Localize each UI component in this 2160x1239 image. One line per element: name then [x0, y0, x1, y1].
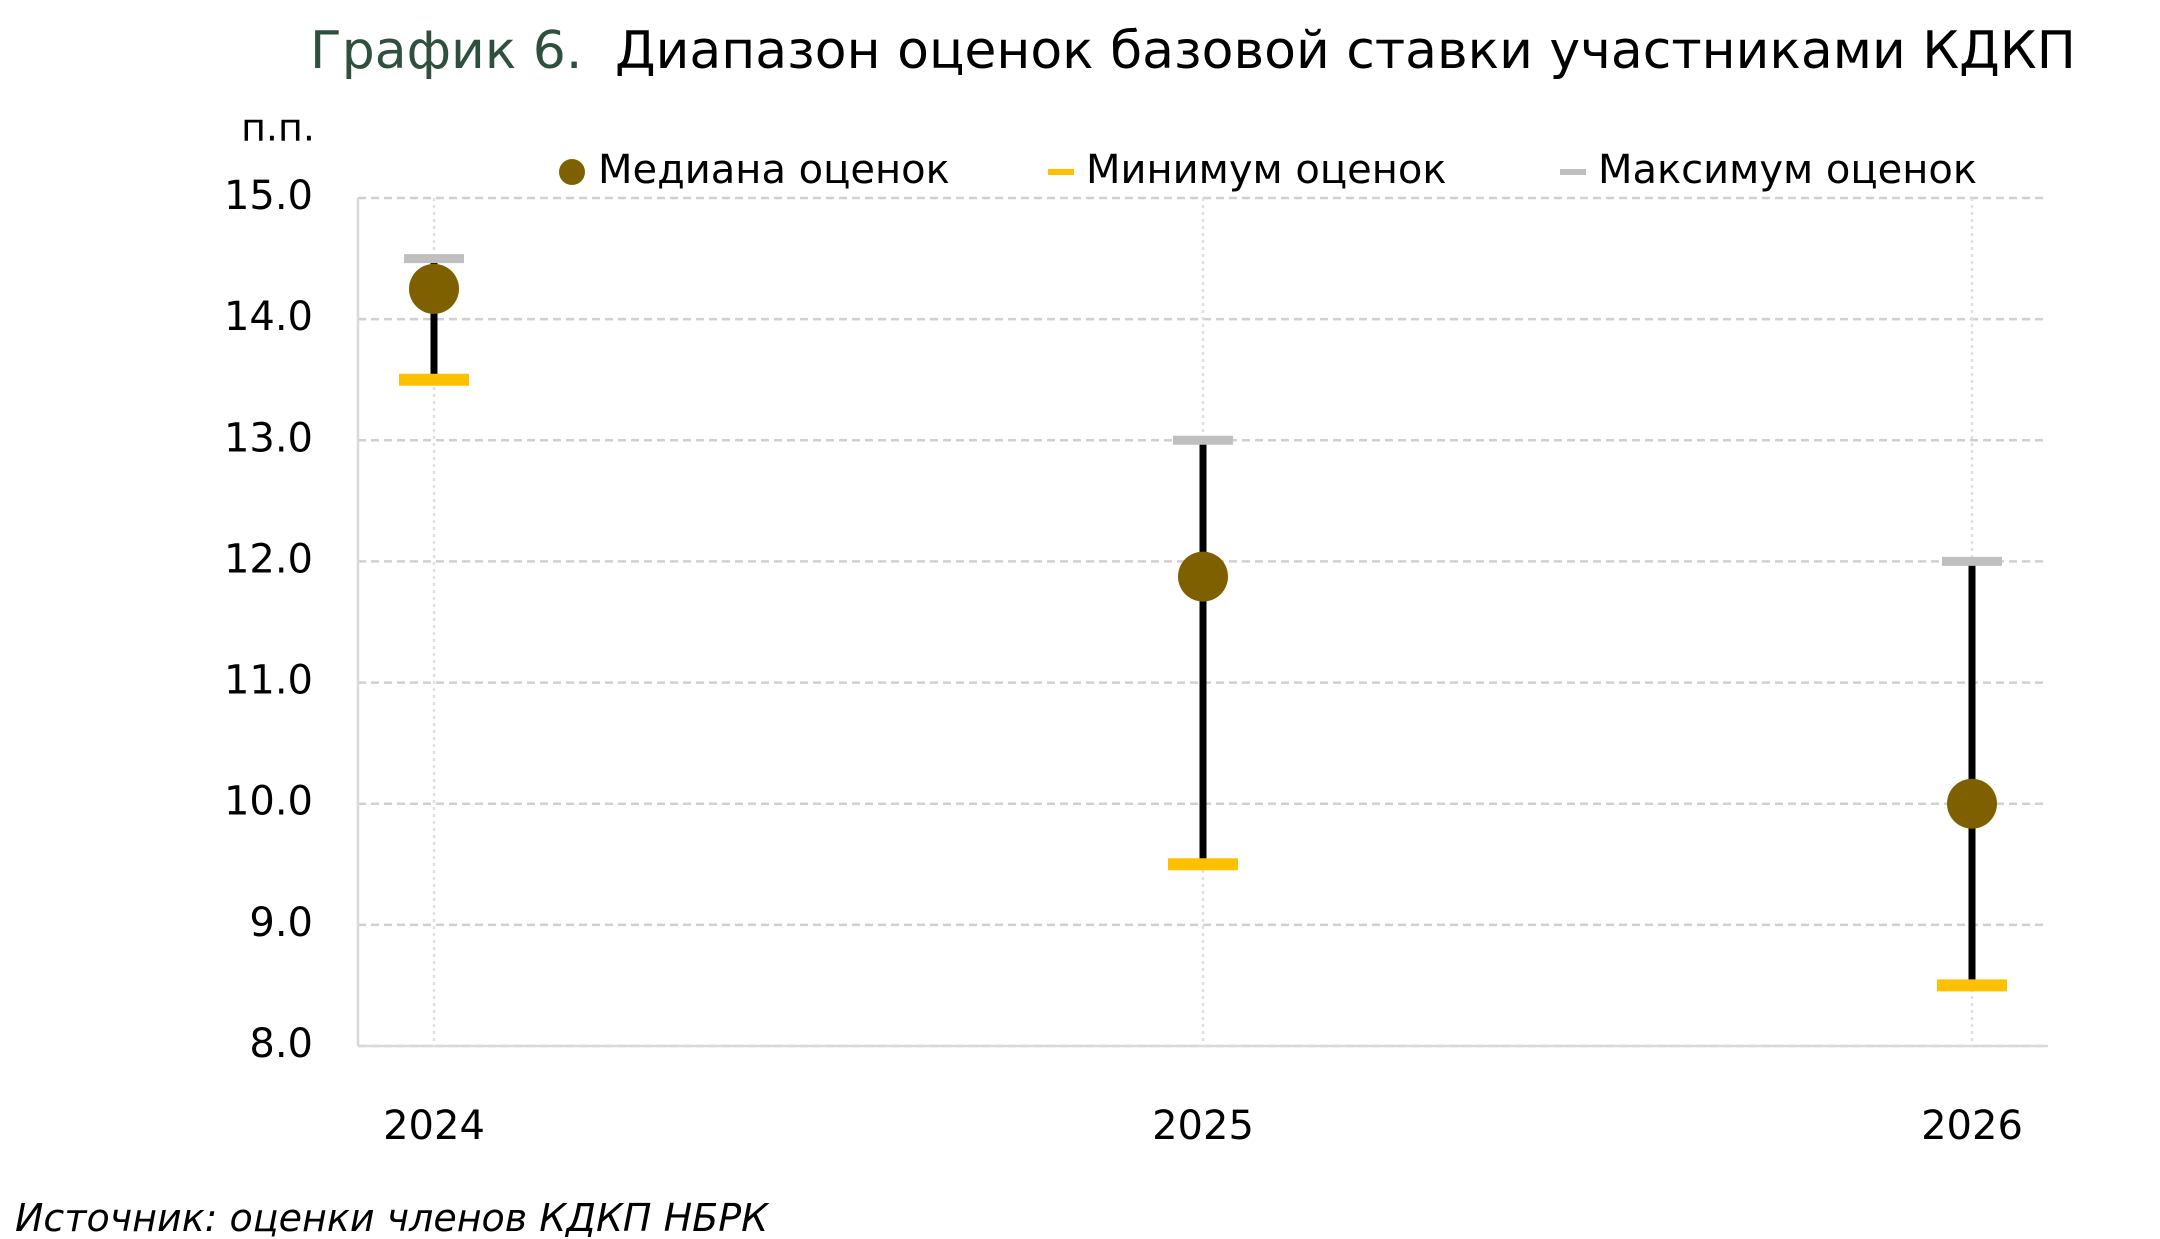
x-tick-label: 2026 [1921, 1103, 2023, 1149]
median-point [409, 263, 459, 314]
y-tick-label: 10.0 [224, 779, 313, 825]
y-tick-label: 9.0 [249, 900, 313, 946]
legend-label: Минимум оценок [1086, 147, 1447, 193]
median-point [1178, 551, 1228, 602]
y-tick-label: 15.0 [224, 173, 313, 219]
legend-marker [559, 159, 585, 185]
x-tick-label: 2025 [1152, 1103, 1254, 1149]
y-tick-label: 8.0 [249, 1021, 313, 1067]
x-tick-label: 2024 [383, 1103, 485, 1149]
y-tick-label: 11.0 [224, 658, 313, 704]
legend-label: Максимум оценок [1598, 147, 1977, 193]
source: Источник: оценки членов КДКП НБРК [15, 1196, 770, 1239]
y-tick-label: 12.0 [224, 536, 313, 582]
chart-title-label: График 6. [310, 21, 582, 81]
median-point [1947, 778, 1997, 829]
legend-label: Медиана оценок [598, 147, 950, 193]
chart-title: Диапазон оценок базовой ставки участника… [615, 21, 2076, 81]
y-unit: п.п. [241, 106, 315, 150]
y-tick-label: 14.0 [224, 294, 313, 340]
y-tick-label: 13.0 [224, 415, 313, 461]
